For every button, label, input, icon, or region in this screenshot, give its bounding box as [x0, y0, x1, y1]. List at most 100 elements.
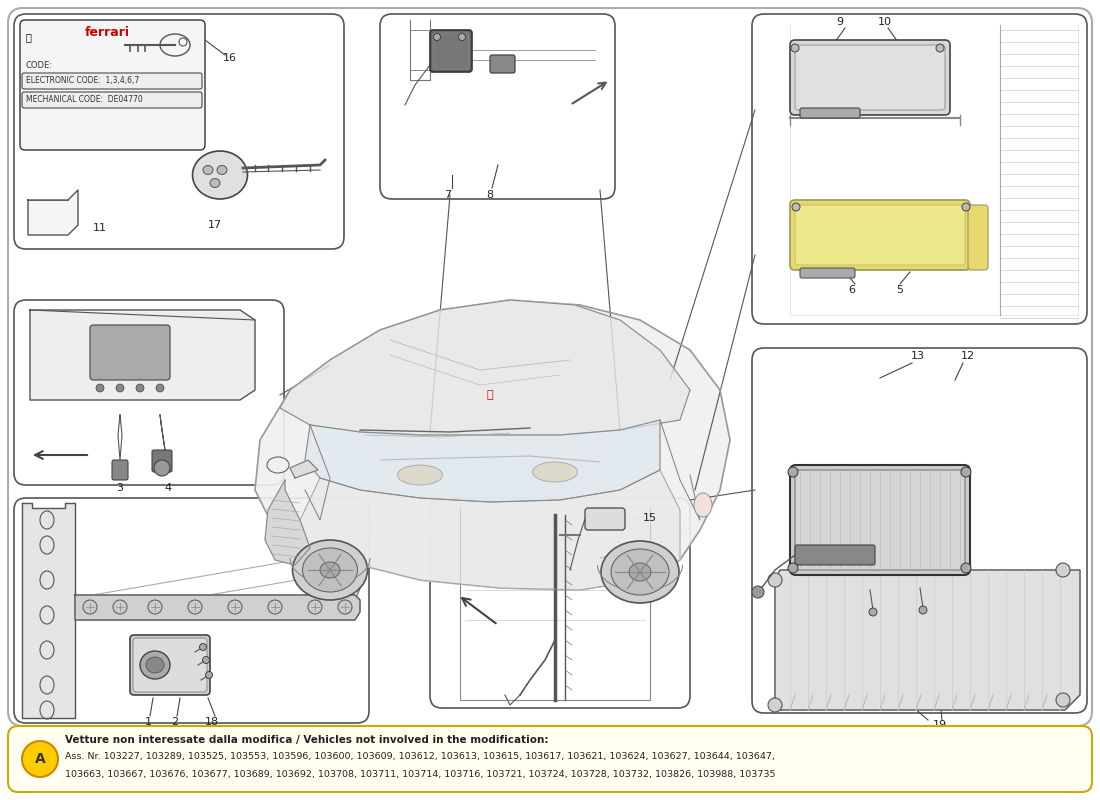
Text: ferrari: ferrari [85, 26, 130, 39]
Polygon shape [776, 570, 1080, 710]
Text: 🐴: 🐴 [486, 390, 493, 400]
Ellipse shape [293, 540, 367, 600]
FancyBboxPatch shape [795, 205, 965, 265]
Circle shape [338, 600, 352, 614]
Text: 15: 15 [644, 513, 657, 523]
FancyBboxPatch shape [968, 205, 988, 270]
Ellipse shape [532, 462, 578, 482]
FancyBboxPatch shape [8, 726, 1092, 792]
Polygon shape [30, 310, 255, 400]
FancyBboxPatch shape [430, 30, 472, 72]
Ellipse shape [397, 465, 442, 485]
Circle shape [788, 467, 798, 477]
Circle shape [433, 34, 440, 41]
Text: 103663, 103667, 103676, 103677, 103689, 103692, 103708, 103711, 103714, 103716, : 103663, 103667, 103676, 103677, 103689, … [65, 770, 775, 778]
FancyBboxPatch shape [14, 14, 344, 249]
Polygon shape [280, 300, 690, 435]
Text: 12: 12 [961, 351, 975, 361]
Text: 1: 1 [144, 717, 152, 727]
Circle shape [22, 741, 58, 777]
FancyBboxPatch shape [790, 40, 950, 115]
Circle shape [82, 600, 97, 614]
FancyBboxPatch shape [430, 498, 690, 708]
FancyBboxPatch shape [20, 20, 205, 150]
FancyBboxPatch shape [795, 45, 945, 110]
Circle shape [268, 600, 282, 614]
Polygon shape [265, 480, 310, 565]
FancyBboxPatch shape [14, 300, 284, 485]
Ellipse shape [146, 657, 164, 673]
Circle shape [459, 34, 465, 41]
Text: 10: 10 [878, 17, 892, 27]
Circle shape [936, 44, 944, 52]
Text: 16: 16 [223, 53, 236, 63]
FancyBboxPatch shape [585, 508, 625, 530]
Ellipse shape [694, 493, 712, 517]
Circle shape [752, 586, 764, 598]
Circle shape [961, 563, 971, 573]
Ellipse shape [210, 178, 220, 187]
Text: CODE:: CODE: [26, 61, 53, 70]
Text: passion for parts since 1: passion for parts since 1 [287, 516, 693, 544]
FancyBboxPatch shape [379, 14, 615, 199]
FancyBboxPatch shape [90, 325, 170, 380]
FancyBboxPatch shape [795, 470, 965, 570]
Circle shape [148, 600, 162, 614]
FancyBboxPatch shape [790, 200, 970, 270]
Text: MECHANICAL CODE:  DE04770: MECHANICAL CODE: DE04770 [26, 95, 143, 105]
FancyBboxPatch shape [433, 33, 469, 69]
Polygon shape [290, 460, 318, 478]
Circle shape [792, 203, 800, 211]
Ellipse shape [601, 541, 679, 603]
FancyBboxPatch shape [152, 450, 172, 472]
FancyBboxPatch shape [8, 8, 1092, 726]
FancyBboxPatch shape [800, 108, 860, 118]
FancyBboxPatch shape [130, 635, 210, 695]
Ellipse shape [629, 563, 651, 581]
Ellipse shape [217, 166, 227, 174]
FancyBboxPatch shape [800, 268, 855, 278]
Polygon shape [28, 190, 78, 235]
Text: 5: 5 [896, 285, 903, 295]
Polygon shape [305, 420, 660, 502]
Circle shape [206, 671, 212, 678]
Ellipse shape [610, 549, 669, 595]
Circle shape [199, 643, 207, 650]
Text: 9: 9 [836, 17, 844, 27]
Text: 7: 7 [444, 190, 452, 200]
Circle shape [136, 384, 144, 392]
Text: 14: 14 [651, 555, 666, 565]
FancyBboxPatch shape [112, 460, 128, 480]
Polygon shape [22, 503, 75, 718]
Text: 6: 6 [848, 285, 856, 295]
Text: 18: 18 [205, 717, 219, 727]
Circle shape [228, 600, 242, 614]
Polygon shape [255, 300, 730, 590]
Text: A: A [34, 752, 45, 766]
Text: 4: 4 [164, 483, 172, 493]
Circle shape [768, 698, 782, 712]
FancyBboxPatch shape [490, 55, 515, 73]
Circle shape [918, 606, 927, 614]
Text: 2: 2 [172, 717, 178, 727]
Circle shape [1056, 693, 1070, 707]
Text: Vetture non interessate dalla modifica / Vehicles not involved in the modificati: Vetture non interessate dalla modifica /… [65, 735, 549, 745]
Text: Ass. Nr. 103227, 103289, 103525, 103553, 103596, 103600, 103609, 103612, 103613,: Ass. Nr. 103227, 103289, 103525, 103553,… [65, 753, 774, 762]
FancyBboxPatch shape [22, 92, 202, 108]
Circle shape [1056, 563, 1070, 577]
Text: 🐴: 🐴 [26, 32, 32, 42]
Ellipse shape [192, 151, 248, 199]
Circle shape [791, 44, 799, 52]
Circle shape [202, 657, 209, 663]
Ellipse shape [140, 651, 170, 679]
Circle shape [154, 460, 170, 476]
Circle shape [788, 563, 798, 573]
FancyBboxPatch shape [795, 545, 874, 565]
Text: 8: 8 [486, 190, 494, 200]
Ellipse shape [267, 457, 289, 473]
FancyBboxPatch shape [752, 348, 1087, 713]
FancyBboxPatch shape [14, 498, 368, 723]
Text: 19: 19 [933, 720, 947, 730]
Ellipse shape [320, 562, 340, 578]
Text: 3: 3 [117, 483, 123, 493]
